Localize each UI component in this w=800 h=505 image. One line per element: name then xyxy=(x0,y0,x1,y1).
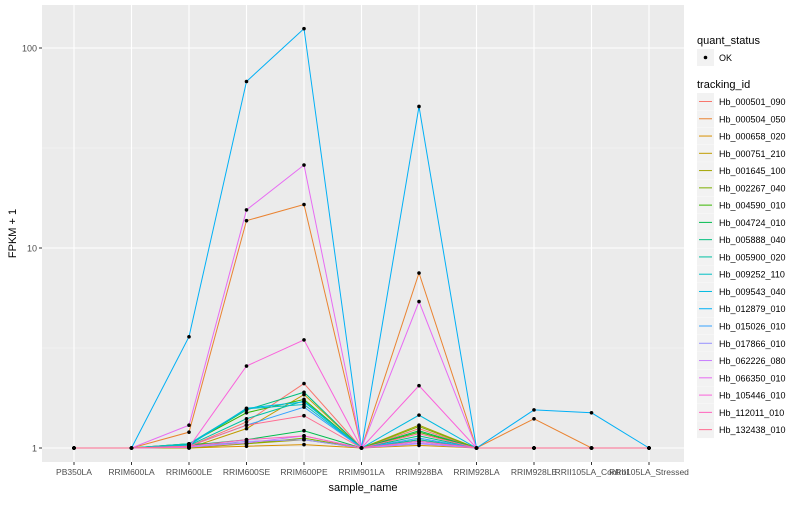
legend-label: OK xyxy=(719,53,732,63)
data-point xyxy=(72,446,76,450)
data-point xyxy=(647,446,651,450)
data-point xyxy=(187,444,191,449)
data-point xyxy=(302,437,306,442)
data-point xyxy=(244,410,249,415)
legend-label: Hb_005888_040 xyxy=(719,235,786,245)
data-point xyxy=(589,410,594,415)
legend-label: Hb_066350_010 xyxy=(719,373,786,383)
legend-label: Hb_005900_020 xyxy=(719,252,786,262)
legend-label: Hb_000751_210 xyxy=(719,149,786,159)
legend-label: Hb_000504_050 xyxy=(719,114,786,124)
data-point xyxy=(244,420,249,424)
legend-label: Hb_112011_010 xyxy=(719,408,784,418)
legend-title-quant-status: quant_status xyxy=(697,35,760,47)
legend-label: Hb_004590_010 xyxy=(719,201,786,211)
legend-label: Hb_004724_010 xyxy=(719,218,786,228)
legend-label: Hb_062226_080 xyxy=(719,356,786,366)
data-point xyxy=(244,79,249,84)
data-point xyxy=(302,442,306,447)
x-tick-label: RRIM901LA xyxy=(338,467,385,477)
legend-label: Hb_009543_040 xyxy=(719,287,786,297)
data-point xyxy=(302,390,306,395)
x-axis-title: sample_name xyxy=(328,482,397,494)
data-point xyxy=(417,428,421,433)
y-axis-title: FPKM + 1 xyxy=(7,209,19,258)
y-tick-label: 10 xyxy=(27,244,37,254)
data-point xyxy=(244,416,249,421)
plot-panel xyxy=(42,5,684,462)
data-point xyxy=(532,416,536,421)
legend-label: Hb_000501_090 xyxy=(719,97,786,107)
data-point xyxy=(589,446,594,450)
data-point xyxy=(244,208,249,212)
data-point xyxy=(244,218,249,223)
x-tick-label: RRIM928LA xyxy=(453,467,500,477)
x-tick-label: RRIM928BA xyxy=(395,467,443,477)
x-tick-label: RRIM600SE xyxy=(223,467,271,477)
data-point xyxy=(417,439,421,444)
data-point xyxy=(474,446,479,450)
x-tick-label: RRIM928LE xyxy=(511,467,558,477)
data-point xyxy=(302,381,306,386)
data-point xyxy=(187,423,191,428)
legend-label: Hb_105446_010 xyxy=(719,391,786,401)
data-point xyxy=(244,423,249,428)
legend-label: Hb_132438_010 xyxy=(719,425,786,435)
data-point xyxy=(244,406,249,411)
x-tick-label: RRII105LA_Stressed xyxy=(609,467,689,477)
data-point xyxy=(417,299,421,304)
data-point xyxy=(417,436,421,440)
legend-label: Hb_002267_040 xyxy=(719,183,786,193)
data-point xyxy=(302,338,306,342)
data-point xyxy=(244,437,249,442)
data-point xyxy=(417,424,421,429)
data-point xyxy=(302,400,306,404)
legend-label: Hb_009252_110 xyxy=(719,270,785,280)
data-point xyxy=(417,104,421,109)
legend-label: Hb_015026_010 xyxy=(719,322,786,332)
data-point xyxy=(244,441,249,445)
data-point xyxy=(244,444,249,449)
y-tick-label: 100 xyxy=(22,44,37,54)
data-point xyxy=(302,26,306,31)
data-point xyxy=(417,383,421,388)
data-point xyxy=(244,364,249,368)
x-tick-label: PB350LA xyxy=(56,467,92,477)
legend-key-point xyxy=(703,55,708,60)
legend-label: Hb_001645_100 xyxy=(719,166,786,176)
data-point xyxy=(302,434,306,438)
data-point xyxy=(129,446,134,450)
data-point xyxy=(302,405,306,409)
data-point xyxy=(302,428,306,433)
data-point xyxy=(532,446,536,450)
data-point xyxy=(417,431,421,436)
data-point xyxy=(187,430,191,434)
data-point xyxy=(359,446,364,450)
data-point xyxy=(244,426,249,431)
legend-label: Hb_012879_010 xyxy=(719,304,786,314)
x-tick-label: RRIM600LE xyxy=(166,467,213,477)
data-point xyxy=(302,202,306,207)
x-tick-label: RRIM600LA xyxy=(108,467,155,477)
y-tick-label: 1 xyxy=(32,444,37,454)
data-point xyxy=(187,334,191,339)
x-tick-label: RRIM600PE xyxy=(280,467,328,477)
legend-label: Hb_000658_020 xyxy=(719,132,786,142)
legend-title-tracking-id: tracking_id xyxy=(697,79,750,91)
data-point xyxy=(302,402,306,407)
x-tick-label: RRII105LA_Control xyxy=(555,467,629,477)
data-point xyxy=(302,163,306,167)
data-point xyxy=(417,413,421,417)
legend-label: Hb_017866_010 xyxy=(719,339,786,349)
data-point xyxy=(302,413,306,418)
data-point xyxy=(532,408,536,412)
data-point xyxy=(417,271,421,275)
